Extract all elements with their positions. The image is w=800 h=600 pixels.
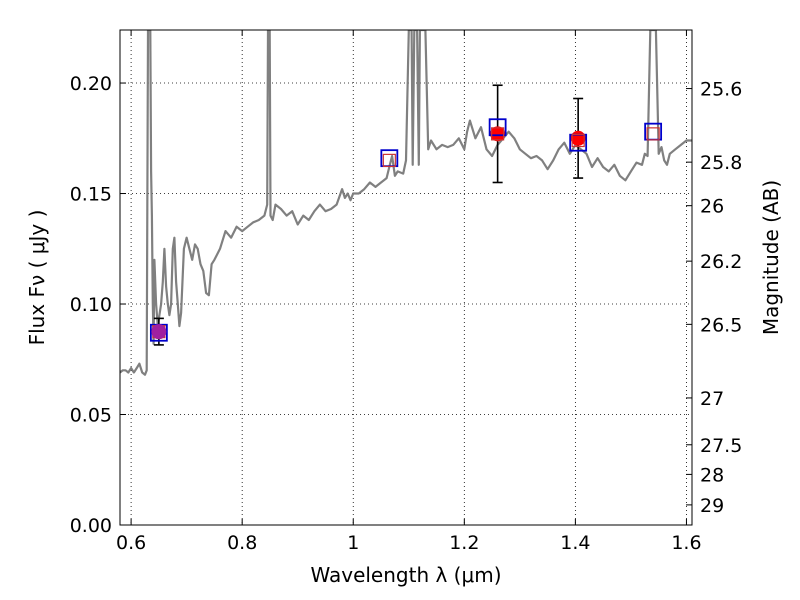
y2-tick-label: 27	[700, 388, 724, 410]
x-tick-label: 0.8	[227, 532, 257, 554]
red-square-marker	[571, 133, 585, 148]
data-point	[570, 130, 586, 146]
x-tick-label: 1.6	[671, 532, 701, 554]
y2-axis-label: Magnitude (AB)	[759, 180, 783, 335]
y2-tick-label: 25.8	[700, 152, 742, 174]
y-tick-label: 0.20	[70, 73, 112, 95]
tick-labels: 0.6 0.8 1 1.2 1.4 1.6 0.00 0.05 0.10 0.15 0.20 25.6…	[70, 73, 743, 554]
x-tick-label: 1.4	[560, 532, 590, 554]
blue-square-marker	[488, 118, 507, 137]
red-square-marker	[646, 127, 660, 141]
y2-tick-label: 26	[700, 196, 724, 218]
y-axis-label: Flux Fν ( μJy )	[25, 210, 49, 346]
plot-frame	[119, 29, 693, 526]
sed-line	[120, 30, 692, 376]
y-tick-label: 0.05	[70, 405, 112, 427]
x-tick-label: 1	[347, 532, 359, 554]
plot-area	[120, 30, 692, 376]
y2-tick-label: 26.2	[700, 251, 742, 273]
y-tick-label: 0.10	[70, 294, 112, 316]
y2-tick-label: 25.6	[700, 79, 742, 101]
y-tick-label: 0.00	[70, 515, 112, 537]
data-point	[490, 126, 506, 142]
grid-lines	[120, 30, 692, 526]
tick-marks	[120, 30, 692, 526]
red-square-marker	[382, 153, 396, 167]
y2-tick-label: 29	[700, 495, 724, 517]
overlap-point	[151, 324, 167, 340]
y2-tick-label: 26.5	[700, 314, 742, 336]
y-tick-label: 0.15	[70, 184, 112, 206]
red-square-marker	[491, 127, 505, 141]
x-tick-label: 0.6	[116, 532, 146, 554]
x-axis-label: Wavelength λ (μm)	[310, 563, 501, 587]
y2-tick-label: 28	[700, 464, 724, 486]
y2-tick-label: 27.5	[700, 435, 742, 457]
x-tick-label: 1.2	[449, 532, 479, 554]
